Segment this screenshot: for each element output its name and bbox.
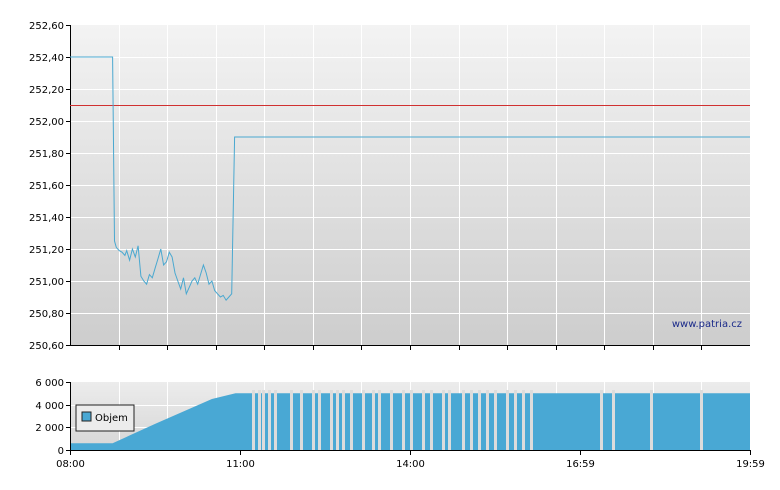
volume-gap [402, 390, 405, 450]
price-x-tick-marks [119, 345, 702, 350]
price-y-tick-label: 251,80 [29, 149, 64, 160]
volume-gap [422, 390, 425, 450]
volume-gap [600, 390, 603, 450]
volume-gap [262, 390, 265, 450]
volume-gap [372, 390, 375, 450]
volume-gap [470, 390, 473, 450]
volume-gap [530, 390, 533, 450]
volume-gap [378, 390, 381, 450]
price-panel: 250,60 250,80 251,00 251,20 251,40 251,60 251,… [29, 21, 750, 352]
volume-legend: Objem [75, 404, 135, 432]
price-y-tick-label: 250,80 [29, 309, 64, 320]
volume-gap [312, 390, 315, 450]
volume-gap [462, 390, 465, 450]
volume-gap [362, 390, 365, 450]
volume-gap [522, 390, 525, 450]
volume-gap [350, 390, 353, 450]
legend-swatch [81, 411, 92, 422]
volume-gap [300, 390, 303, 450]
x-tick-label: 11:00 [226, 459, 255, 470]
volume-gap [342, 390, 345, 450]
price-y-tick-label: 251,00 [29, 277, 64, 288]
x-tick-label: 16:59 [566, 459, 595, 470]
volume-gap [430, 390, 433, 450]
price-y-tick-label: 251,60 [29, 181, 64, 192]
volume-gap [330, 390, 333, 450]
price-gridlines [70, 25, 750, 345]
price-y-tick-label: 250,60 [29, 341, 64, 352]
volume-gap [268, 390, 271, 450]
volume-y-axis: 0 2 000 4 000 6 000 [35, 378, 71, 457]
volume-gap [274, 390, 277, 450]
volume-y-tick-label: 2 000 [35, 423, 64, 434]
volume-gap [290, 390, 293, 450]
volume-gap [506, 390, 509, 450]
price-y-tick-label: 251,40 [29, 213, 64, 224]
volume-gap [494, 390, 497, 450]
volume-bars [70, 390, 750, 450]
x-tick-label: 14:00 [396, 459, 425, 470]
x-tick-label: 19:59 [736, 459, 765, 470]
volume-y-tick-label: 0 [58, 446, 64, 457]
price-y-tick-label: 252,20 [29, 85, 64, 96]
volume-gap [258, 390, 261, 450]
x-tick-label: 08:00 [56, 459, 85, 470]
volume-gap [612, 390, 615, 450]
volume-y-tick-label: 4 000 [35, 401, 64, 412]
price-y-axis: 250,60 250,80 251,00 251,20 251,40 251,60 251,… [29, 21, 71, 352]
price-y-tick-label: 252,60 [29, 21, 64, 32]
price-series-line [70, 56, 750, 302]
volume-gap [390, 390, 393, 450]
volume-gap [252, 390, 255, 450]
volume-gap [410, 390, 413, 450]
volume-gap [442, 390, 445, 450]
volume-x-axis-ticks: 08:00 11:00 14:00 16:59 19:59 [56, 450, 765, 470]
volume-gap [700, 390, 703, 450]
volume-gap [318, 390, 321, 450]
volume-gap [478, 390, 481, 450]
volume-panel: 0 2 000 4 000 6 000 08:00 11:00 14:00 16:59 19:… [35, 378, 765, 470]
volume-gap [486, 390, 489, 450]
volume-gap [514, 390, 517, 450]
volume-gap [650, 390, 653, 450]
volume-gap [448, 390, 451, 450]
legend-label: Objem [95, 413, 128, 424]
volume-gap [336, 390, 339, 450]
price-y-tick-label: 252,40 [29, 53, 64, 64]
price-y-tick-label: 252,00 [29, 117, 64, 128]
watermark: www.patria.cz [672, 319, 742, 330]
price-y-tick-label: 251,20 [29, 245, 64, 256]
volume-y-tick-label: 6 000 [35, 378, 64, 389]
